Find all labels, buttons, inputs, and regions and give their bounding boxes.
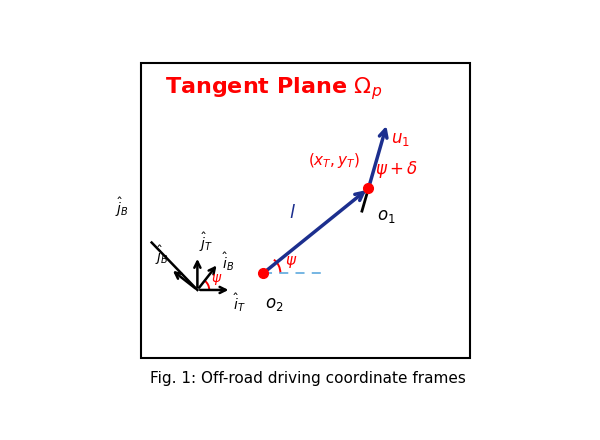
Text: $\hat{j}_B$: $\hat{j}_B$ [115,196,128,219]
Text: $\psi$: $\psi$ [286,253,298,270]
Text: $(x_T, y_T)$: $(x_T, y_T)$ [308,150,360,170]
Text: $o_2$: $o_2$ [265,295,284,313]
Text: Tangent Plane $\Omega_p$: Tangent Plane $\Omega_p$ [165,75,382,102]
Text: Fig. 1: Off-road driving coordinate frames: Fig. 1: Off-road driving coordinate fram… [149,370,466,385]
Text: $\psi + \delta$: $\psi + \delta$ [375,159,418,180]
Text: $\hat{i}_B$: $\hat{i}_B$ [221,250,234,273]
Text: $\hat{i}_T$: $\hat{i}_T$ [233,292,245,314]
Text: $o_1$: $o_1$ [377,207,395,225]
Text: $l$: $l$ [289,204,296,222]
Text: $\hat{j}_B$: $\hat{j}_B$ [155,244,169,268]
Text: $\psi$: $\psi$ [211,272,223,287]
Text: $\hat{j}_T$: $\hat{j}_T$ [199,231,213,254]
Text: $u_1$: $u_1$ [391,130,409,148]
